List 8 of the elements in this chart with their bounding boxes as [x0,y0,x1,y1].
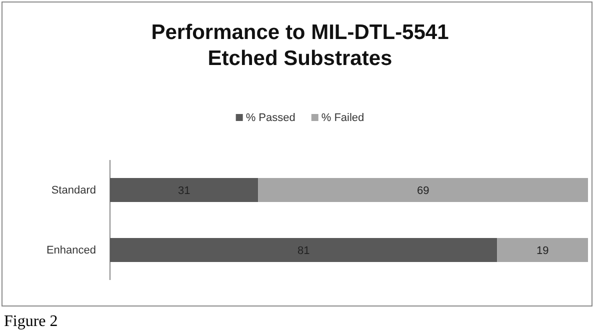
legend-label: % Passed [246,112,296,124]
y-tick-label: Standard [51,184,96,197]
chart-title: Performance to MIL-DTL-5541 Etched Substrates [151,21,450,70]
y-tick-label: Enhanced [46,244,96,257]
data-label: 69 [416,185,430,197]
caption: Figure 2 [4,313,58,330]
legend-label: % Failed [321,112,364,124]
data-label: 19 [536,245,549,257]
